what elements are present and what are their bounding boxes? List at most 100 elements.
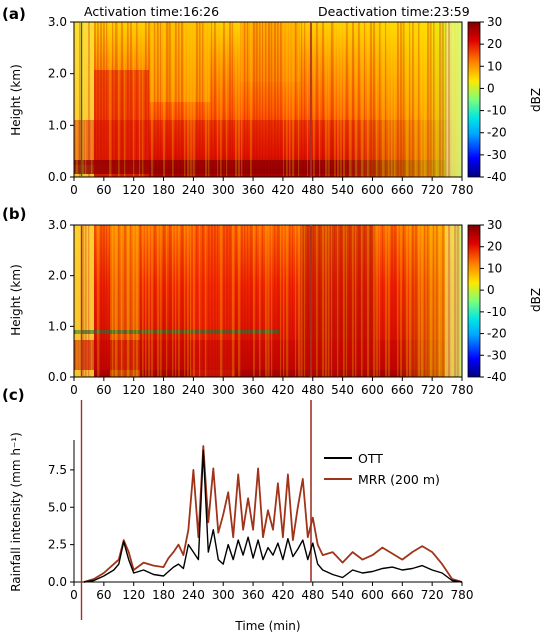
y-tick-label: 1.0 xyxy=(48,118,67,132)
heatmap-texture-stripe xyxy=(274,225,276,377)
heatmap-texture-stripe xyxy=(247,22,249,177)
heatmap-texture-stripe xyxy=(373,225,376,377)
heatmap-texture-stripe xyxy=(307,225,309,377)
heatmap-texture-stripe xyxy=(244,225,246,377)
colorbar-tick-label: -40 xyxy=(487,370,507,384)
y-tick-label: 0.0 xyxy=(48,170,67,184)
x-tick-label: 60 xyxy=(96,588,111,602)
heatmap-texture-stripe xyxy=(331,22,334,177)
heatmap-texture-stripe xyxy=(85,225,87,377)
heatmap-texture-stripe xyxy=(196,22,198,177)
x-tick-label: 240 xyxy=(182,383,205,397)
heatmap-texture-stripe xyxy=(409,225,412,377)
panel-c: (c) 0.0 2.5 5.0 7.5 0 60 120 180 240 300 360 420 48… xyxy=(2,386,473,633)
x-tick-label: 600 xyxy=(361,383,384,397)
heatmap-texture-stripe xyxy=(103,225,106,377)
x-tick-label: 420 xyxy=(271,383,294,397)
x-tick-label: 660 xyxy=(391,183,414,197)
panel-a-colorbar-label: dBZ xyxy=(529,88,543,112)
panel-a-colorbar-ticks: 30 20 10 0 -10 -20 -30 -40 xyxy=(480,15,507,184)
heatmap-texture-stripe xyxy=(145,225,147,377)
colorbar-tick-label: -10 xyxy=(487,104,507,118)
heatmap-texture-stripe xyxy=(79,22,81,177)
y-tick-label: 2.5 xyxy=(48,538,67,552)
y-tick-label: 2.0 xyxy=(48,67,67,81)
heatmap-texture-stripe xyxy=(106,225,108,377)
heatmap-texture-stripe xyxy=(400,22,403,177)
heatmap-texture-stripe xyxy=(250,225,253,377)
heatmap-texture-stripe xyxy=(373,22,376,177)
x-tick-label: 660 xyxy=(391,383,414,397)
heatmap-texture-stripe xyxy=(121,22,124,177)
heatmap-texture-stripe xyxy=(406,225,408,377)
heatmap-texture-stripe xyxy=(271,225,273,377)
heatmap-texture-stripe xyxy=(295,225,297,377)
heatmap-texture-stripe xyxy=(421,225,424,377)
colorbar-tick-label: 10 xyxy=(487,261,502,275)
panel-c-x-axis: 0 60 120 180 240 300 360 420 480 540 600 660 720 780 xyxy=(70,582,473,602)
panel-a-label: (a) xyxy=(2,5,26,23)
heatmap-texture-stripe xyxy=(445,225,447,377)
heatmap-texture-stripe xyxy=(427,225,429,377)
heatmap-texture-stripe xyxy=(202,22,204,177)
heatmap-texture-stripe xyxy=(106,22,108,177)
heatmap-texture-stripe xyxy=(196,225,198,377)
x-tick-label: 180 xyxy=(152,183,175,197)
panel-b-colorbar xyxy=(467,224,481,378)
heatmap-texture-stripe xyxy=(361,225,363,377)
heatmap-texture-stripe xyxy=(175,225,177,377)
deactivation-annotation: Deactivation time:23:59 xyxy=(318,4,470,19)
heatmap-texture-stripe xyxy=(202,225,204,377)
heatmap-texture-stripe xyxy=(262,22,264,177)
heatmap-texture-stripe xyxy=(172,22,174,177)
heatmap-texture-stripe xyxy=(139,225,142,377)
y-tick-label: 5.0 xyxy=(48,500,67,514)
heatmap-texture-stripe xyxy=(91,22,93,177)
heatmap-texture-stripe xyxy=(115,225,118,377)
heatmap-texture-stripe xyxy=(277,22,279,177)
heatmap-texture-stripe xyxy=(112,22,114,177)
heatmap-texture-stripe xyxy=(163,22,166,177)
x-tick-label: 240 xyxy=(182,588,205,602)
heatmap-texture-stripe xyxy=(112,225,114,377)
heatmap-texture-stripe xyxy=(178,22,180,177)
heatmap-texture-stripe xyxy=(433,225,435,377)
x-tick-label: 120 xyxy=(122,183,145,197)
x-tick-label: 60 xyxy=(96,383,111,397)
heatmap-texture-stripe xyxy=(391,22,393,177)
x-tick-label: 0 xyxy=(70,183,78,197)
heatmap-texture-stripe xyxy=(139,22,141,177)
heatmap-texture-stripe xyxy=(76,225,79,377)
heatmap-texture-stripe xyxy=(334,225,336,377)
x-tick-label: 120 xyxy=(122,588,145,602)
heatmap-texture-stripe xyxy=(235,225,238,377)
series-line-mrr-200-m- xyxy=(83,445,463,583)
heatmap-texture-stripe xyxy=(124,22,126,177)
heatmap-texture-stripe xyxy=(412,22,414,177)
x-tick-label: 540 xyxy=(331,588,354,602)
heatmap-texture-stripe xyxy=(397,22,399,177)
heatmap-texture-stripe xyxy=(409,22,411,177)
x-tick-label: 720 xyxy=(421,183,444,197)
heatmap-texture-stripe xyxy=(388,225,390,377)
heatmap-texture-stripe xyxy=(343,225,345,377)
panel-a-y-axis: 0.0 1.0 2.0 3.0 xyxy=(48,15,74,184)
heatmap-texture-stripe xyxy=(355,225,357,377)
heatmap-texture-stripe xyxy=(379,225,381,377)
colorbar-tick-label: -20 xyxy=(487,327,507,341)
heatmap-texture-stripe xyxy=(205,225,207,377)
heatmap-texture-stripe xyxy=(412,225,414,377)
heatmap-texture-stripe xyxy=(241,225,243,377)
heatmap-texture-stripe xyxy=(169,225,172,377)
heatmap-texture-stripe xyxy=(361,22,364,177)
heatmap-texture-stripe xyxy=(268,22,271,177)
panel-c-ylabel: Rainfall intensity (mm h⁻¹) xyxy=(9,432,23,592)
heatmap-texture-stripe xyxy=(454,22,457,177)
x-tick-label: 660 xyxy=(391,588,414,602)
heatmap-texture-stripe xyxy=(364,22,366,177)
y-tick-label: 0.0 xyxy=(48,370,67,384)
x-tick-label: 600 xyxy=(361,588,384,602)
heatmap-texture-stripe xyxy=(118,22,120,177)
heatmap-texture-stripe xyxy=(349,225,351,377)
heatmap-texture-stripe xyxy=(184,225,186,377)
